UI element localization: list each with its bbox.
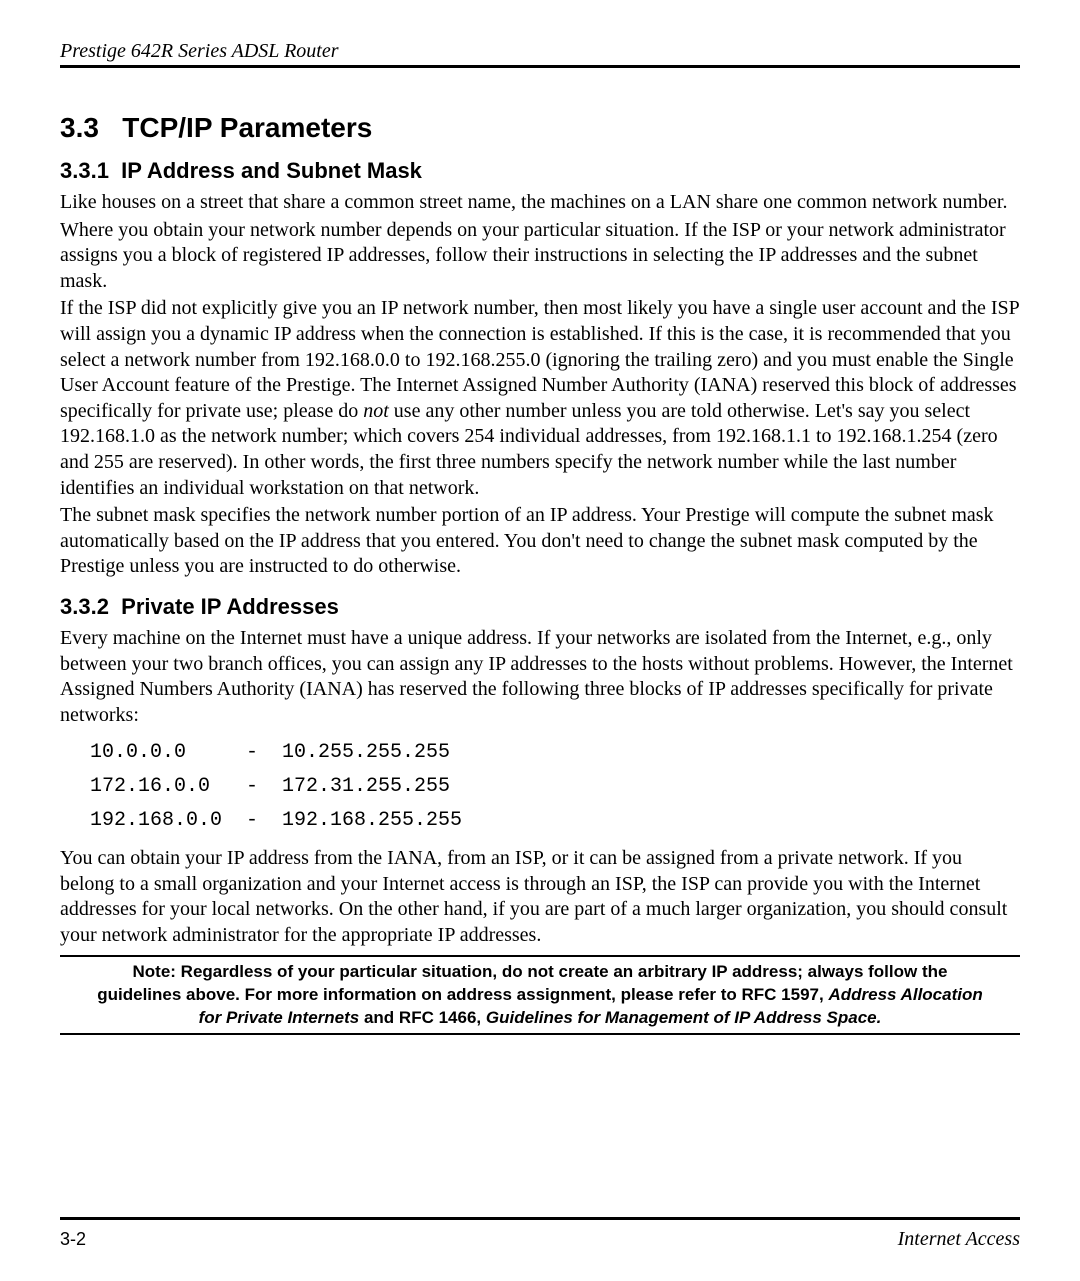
note-mid: and RFC 1466, xyxy=(359,1008,486,1027)
ip-address-ranges: 10.0.0.0 - 10.255.255.255 172.16.0.0 - 1… xyxy=(90,736,1020,838)
subsection-heading-1: 3.3.1 IP Address and Subnet Mask xyxy=(60,158,1020,184)
section-heading: 3.3 TCP/IP Parameters xyxy=(60,112,1020,144)
section-number: 3.3 xyxy=(60,112,99,143)
sub1-paragraph-3: If the ISP did not explicitly give you a… xyxy=(60,296,1020,501)
note-em-2: Guidelines for Management of IP Address … xyxy=(486,1008,882,1027)
sub1-p3-emphasis: not xyxy=(363,400,389,422)
page-content: 3.3 TCP/IP Parameters 3.3.1 IP Address a… xyxy=(60,96,1020,1217)
header-title: Prestige 642R Series ADSL Router xyxy=(60,40,339,62)
subsection-1-title: IP Address and Subnet Mask xyxy=(121,158,422,183)
subsection-2-number: 3.3.2 xyxy=(60,594,109,619)
footer-chapter: Internet Access xyxy=(898,1228,1020,1251)
note-block: Note: Regardless of your particular situ… xyxy=(60,955,1020,1036)
page-footer: 3-2 Internet Access xyxy=(60,1217,1020,1251)
subsection-1-number: 3.3.1 xyxy=(60,158,109,183)
sub2-paragraph-1: Every machine on the Internet must have … xyxy=(60,626,1020,728)
note-text-1: Note: Regardless of your particular situ… xyxy=(97,962,947,1004)
page-header: Prestige 642R Series ADSL Router xyxy=(60,40,1020,68)
sub1-paragraph-4: The subnet mask specifies the network nu… xyxy=(60,503,1020,580)
sub2-paragraph-2: You can obtain your IP address from the … xyxy=(60,846,1020,948)
sub1-paragraph-1: Like houses on a street that share a com… xyxy=(60,190,1020,216)
section-title: TCP/IP Parameters xyxy=(122,112,372,143)
subsection-heading-2: 3.3.2 Private IP Addresses xyxy=(60,594,1020,620)
footer-page-number: 3-2 xyxy=(60,1229,86,1250)
sub1-paragraph-2: Where you obtain your network number dep… xyxy=(60,218,1020,295)
subsection-2-title: Private IP Addresses xyxy=(121,594,339,619)
